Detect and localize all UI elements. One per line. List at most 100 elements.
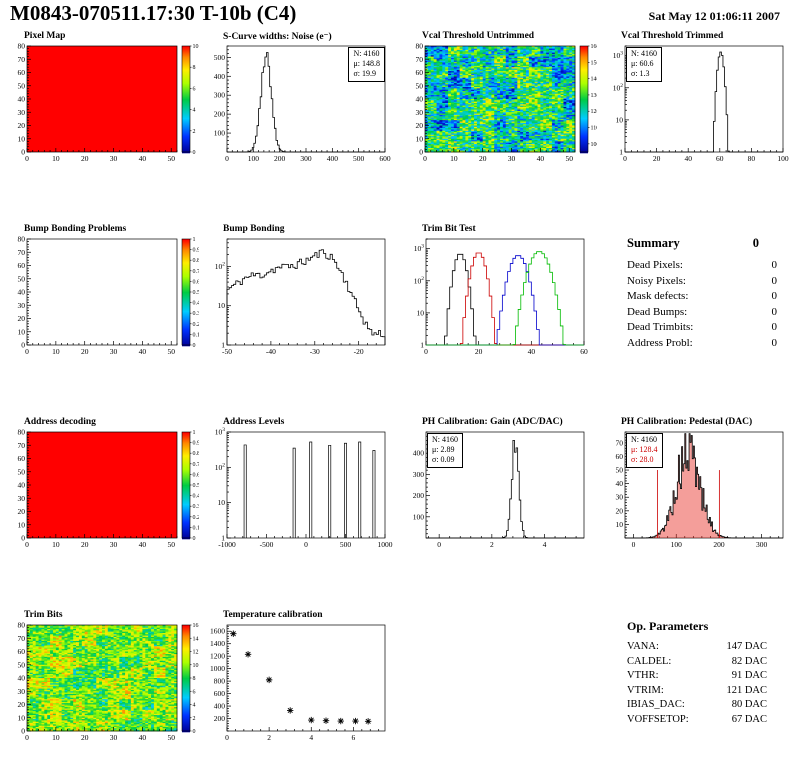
op-parameters-row-label: VANA: bbox=[627, 641, 659, 652]
op-parameters-row-label: CALDEL: bbox=[627, 655, 672, 667]
summary-row: Dead Pixels: 0 bbox=[627, 258, 777, 274]
op-parameters-row-label: VOFFSETOP: bbox=[627, 713, 689, 725]
op-parameters-row-value: 121 DAC bbox=[726, 684, 767, 696]
op-parameters-row: CALDEL: 82 DAC bbox=[627, 655, 767, 670]
op-parameters-row: VOFFSETOP: 67 DAC bbox=[627, 713, 767, 728]
op-parameters-row-value: 147 DAC bbox=[726, 641, 767, 652]
summary-row-label: Address Probl: bbox=[627, 336, 693, 349]
summary-row: Dead Bumps: 0 bbox=[627, 305, 777, 321]
summary-title: Summary bbox=[627, 236, 680, 250]
address-levels-title: Address Levels bbox=[223, 417, 285, 427]
trim-bit-test-plot bbox=[398, 221, 597, 414]
summary-row: Address Probl: 0 bbox=[627, 336, 777, 352]
page-title: M0843-070511.17:30 T-10b (C4) bbox=[10, 1, 297, 25]
op-parameters-block: Op. Parameters VANA: 147 DAC CALDEL: 82 DAC V… bbox=[627, 619, 767, 727]
ph-calibration-pedestal-panel: PH Calibration: Pedestal (DAC) N: 4160 μ: … bbox=[597, 414, 796, 607]
op-parameters-panel: Op. Parameters VANA: 147 DAC CALDEL: 82 DAC V… bbox=[597, 607, 796, 772]
timestamp: Sat May 12 01:06:11 2007 bbox=[648, 9, 780, 23]
op-parameters-row: IBIAS_DAC: 80 DAC bbox=[627, 698, 767, 713]
vcal-threshold-trimmed-stats-box: N: 4160 μ: 60.6 σ: 1.3 bbox=[626, 47, 662, 82]
op-parameters-row-value: 67 DAC bbox=[731, 713, 767, 725]
ph-calibration-pedestal-stat-line: σ: 28.0 bbox=[631, 455, 654, 464]
summary-block: Summary 0 Dead Pixels: 0 Noisy Pixels: 0 Mask … bbox=[627, 236, 777, 351]
ph-calibration-gain-stat-line: μ: 2.89 bbox=[432, 445, 455, 454]
op-parameters-row-value: 80 DAC bbox=[731, 699, 767, 710]
vcal-threshold-trimmed-title: Vcal Threshold Trimmed bbox=[621, 31, 724, 41]
scurve-noise-stat-line: μ: 148.8 bbox=[353, 59, 380, 68]
summary-row: Dead Trimbits: 0 bbox=[627, 320, 777, 336]
vcal-threshold-untrimmed-plot bbox=[398, 28, 597, 221]
scurve-noise-title: S-Curve widths: Noise (e⁻) bbox=[223, 32, 332, 42]
op-parameters-row-value: 91 DAC bbox=[731, 670, 767, 681]
trim-bits-panel: Trim Bits bbox=[0, 607, 199, 772]
summary-row-value: 0 bbox=[771, 321, 778, 333]
temperature-calibration-title: Temperature calibration bbox=[223, 610, 323, 620]
summary-row-value: 0 bbox=[771, 259, 778, 271]
op-parameters-row-label: VTRIM: bbox=[627, 684, 664, 696]
summary-row-value: 0 bbox=[771, 305, 778, 318]
op-parameters-header: Op. Parameters bbox=[627, 619, 767, 634]
summary-row-label: Dead Bumps: bbox=[627, 305, 688, 318]
pixel-map-title: Pixel Map bbox=[24, 31, 66, 41]
address-decoding-plot bbox=[0, 414, 199, 607]
scurve-noise-stats-box: N: 4160 μ: 148.8 σ: 19.9 bbox=[348, 47, 385, 82]
summary-row: Mask defects: 0 bbox=[627, 289, 777, 305]
temperature-calibration-plot bbox=[199, 607, 398, 772]
op-parameters-row: VANA: 147 DAC bbox=[627, 640, 767, 655]
bump-bonding-problems-panel: Bump Bonding Problems bbox=[0, 221, 199, 414]
trim-bits-plot bbox=[0, 607, 199, 772]
op-parameters-row-label: VTHR: bbox=[627, 670, 659, 681]
ph-calibration-gain-panel: PH Calibration: Gain (ADC/DAC) N: 4160 μ: … bbox=[398, 414, 597, 607]
op-parameters-title: Op. Parameters bbox=[627, 619, 709, 633]
vcal-threshold-trimmed-panel: Vcal Threshold Trimmed N: 4160 μ: 60.6 σ: 1… bbox=[597, 28, 796, 221]
pixel-map-plot bbox=[0, 28, 199, 221]
summary-row-label: Noisy Pixels: bbox=[627, 274, 686, 287]
address-levels-panel: Address Levels bbox=[199, 414, 398, 607]
vcal-threshold-untrimmed-title: Vcal Threshold Untrimmed bbox=[422, 31, 535, 41]
scurve-noise-stat-line: N: 4160 bbox=[353, 49, 380, 58]
summary-panel: Summary 0 Dead Pixels: 0 Noisy Pixels: 0 Mask … bbox=[597, 221, 796, 414]
temperature-calibration-panel: Temperature calibration bbox=[199, 607, 398, 772]
trim-bit-test-title: Trim Bit Test bbox=[422, 224, 476, 234]
summary-row-value: 0 bbox=[771, 336, 778, 349]
vcal-threshold-trimmed-stat-line: N: 4160 bbox=[631, 49, 657, 58]
op-parameters-row: VTHR: 91 DAC bbox=[627, 669, 767, 684]
vcal-threshold-untrimmed-panel: Vcal Threshold Untrimmed bbox=[398, 28, 597, 221]
ph-calibration-gain-stat-line: N: 4160 bbox=[432, 435, 458, 444]
op-parameters-row-value: 82 DAC bbox=[731, 655, 767, 667]
trim-bit-test-panel: Trim Bit Test bbox=[398, 221, 597, 414]
address-decoding-panel: Address decoding bbox=[0, 414, 199, 607]
summary-row-value: 0 bbox=[771, 274, 778, 287]
bump-bonding-problems-plot bbox=[0, 221, 199, 414]
bump-bonding-plot bbox=[199, 221, 398, 414]
op-parameters-row: VTRIM: 121 DAC bbox=[627, 684, 767, 699]
trim-bits-title: Trim Bits bbox=[24, 610, 63, 620]
vcal-threshold-trimmed-stat-line: σ: 1.3 bbox=[631, 69, 650, 78]
ph-calibration-gain-stat-line: σ: 0.09 bbox=[432, 455, 455, 464]
ph-calibration-pedestal-stats-box: N: 4160 μ: 128.4 σ: 28.0 bbox=[626, 433, 663, 468]
scurve-noise-stat-line: σ: 19.9 bbox=[353, 69, 377, 78]
bump-bonding-title: Bump Bonding bbox=[223, 224, 285, 234]
ph-calibration-pedestal-title: PH Calibration: Pedestal (DAC) bbox=[621, 417, 753, 427]
ph-calibration-pedestal-stat-line: μ: 128.4 bbox=[631, 445, 658, 454]
address-levels-plot bbox=[199, 414, 398, 607]
summary-row-label: Dead Trimbits: bbox=[627, 321, 694, 333]
vcal-threshold-trimmed-stat-line: μ: 60.6 bbox=[631, 59, 654, 68]
bump-bonding-problems-title: Bump Bonding Problems bbox=[24, 224, 127, 234]
scurve-noise-panel: S-Curve widths: Noise (e⁻) N: 4160 μ: 148.… bbox=[199, 28, 398, 221]
summary-header: Summary 0 bbox=[627, 236, 777, 251]
ph-calibration-gain-title: PH Calibration: Gain (ADC/DAC) bbox=[422, 417, 563, 427]
bump-bonding-panel: Bump Bonding bbox=[199, 221, 398, 414]
ph-calibration-pedestal-stat-line: N: 4160 bbox=[631, 435, 657, 444]
summary-total: 0 bbox=[752, 236, 759, 250]
summary-row-value: 0 bbox=[771, 290, 778, 302]
summary-row: Noisy Pixels: 0 bbox=[627, 274, 777, 290]
pixel-map-panel: Pixel Map bbox=[0, 28, 199, 221]
summary-row-label: Mask defects: bbox=[627, 290, 689, 302]
op-parameters-row-label: IBIAS_DAC: bbox=[627, 699, 685, 710]
summary-row-label: Dead Pixels: bbox=[627, 259, 683, 271]
ph-calibration-gain-stats-box: N: 4160 μ: 2.89 σ: 0.09 bbox=[427, 433, 463, 468]
address-decoding-title: Address decoding bbox=[24, 417, 96, 427]
